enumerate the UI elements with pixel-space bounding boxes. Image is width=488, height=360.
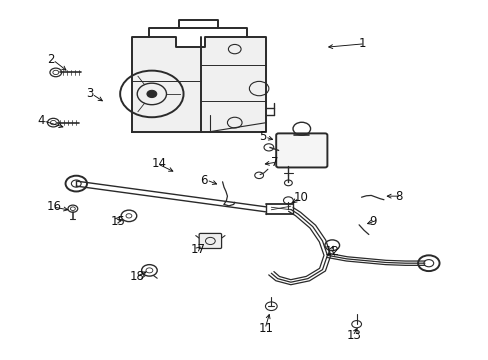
Text: 7: 7 <box>271 156 278 168</box>
FancyBboxPatch shape <box>199 233 221 248</box>
Text: 14: 14 <box>152 157 166 170</box>
FancyBboxPatch shape <box>276 134 327 167</box>
Text: 15: 15 <box>110 215 125 228</box>
Text: 9: 9 <box>368 215 376 228</box>
Text: 1: 1 <box>358 37 366 50</box>
Text: 13: 13 <box>346 329 361 342</box>
Text: 16: 16 <box>47 201 62 213</box>
Text: 18: 18 <box>130 270 144 283</box>
Text: 12: 12 <box>325 245 339 258</box>
Text: 4: 4 <box>37 114 45 127</box>
Text: 8: 8 <box>395 190 402 203</box>
Text: 11: 11 <box>259 322 274 335</box>
Text: 2: 2 <box>47 53 54 66</box>
Text: 17: 17 <box>190 243 205 256</box>
Circle shape <box>147 90 157 98</box>
Text: 10: 10 <box>293 192 307 204</box>
Text: 6: 6 <box>200 174 208 186</box>
Text: 5: 5 <box>259 130 266 144</box>
Polygon shape <box>132 37 266 132</box>
Text: 3: 3 <box>86 87 93 100</box>
